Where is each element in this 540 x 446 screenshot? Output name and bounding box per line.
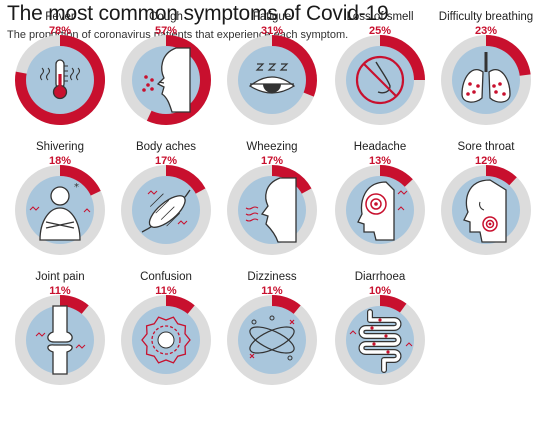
symptom-percentage: 11%	[49, 285, 71, 297]
symptom-percentage: 25%	[369, 25, 391, 37]
symptom-confusion: Confusion 11%	[121, 271, 211, 385]
symptom-headache: Headache 13%	[335, 141, 425, 255]
symptom-wheezing: Wheezing 17%	[227, 141, 317, 255]
symptom-label: Body aches	[136, 141, 196, 153]
symptom-body-aches: Body aches 17%	[121, 141, 211, 255]
symptom-difficulty-breathing: Difficulty breathing 23%	[439, 11, 533, 125]
symptom-label: Loss of smell	[346, 11, 413, 23]
symptom-percentage: 12%	[475, 155, 497, 167]
icon-disc	[346, 306, 414, 374]
symptom-label: Wheezing	[246, 141, 297, 153]
symptom-loss-of-smell: Loss of smell 25%	[335, 11, 425, 125]
symptom-dizziness: Dizziness 11%	[227, 271, 317, 385]
symptom-percentage: 23%	[475, 25, 497, 37]
thermometer-icon	[39, 59, 81, 100]
symptom-fatigue: Fatigue 31%	[227, 11, 318, 125]
symptom-diarrhoea: Diarrhoea 10%	[335, 271, 425, 385]
page-title: The most common symptoms of Covid-19	[7, 2, 389, 25]
symptom-percentage: 17%	[261, 155, 283, 167]
symptom-joint-pain: Joint pain 11%	[15, 271, 105, 385]
headache-icon	[357, 181, 408, 241]
sleepy-eye-icon	[248, 63, 296, 94]
cough-face-icon	[142, 47, 191, 113]
symptom-shivering: Shivering 18% *	[15, 141, 105, 255]
symptom-label: Difficulty breathing	[439, 11, 533, 23]
symptom-percentage: 57%	[155, 25, 177, 37]
symptom-label: Dizziness	[247, 271, 296, 283]
symptom-percentage: 11%	[155, 285, 177, 297]
symptom-label: Diarrhoea	[355, 271, 406, 283]
symptom-label: Sore throat	[458, 141, 516, 153]
intestine-icon	[349, 309, 413, 373]
symptom-label: Fever	[45, 11, 75, 23]
symptom-label: Fatigue	[253, 11, 291, 23]
lungs-icon	[461, 52, 511, 103]
symptom-percentage: 10%	[369, 285, 391, 297]
symptom-percentage: 31%	[261, 25, 283, 37]
confusion-brain-icon	[141, 316, 191, 364]
symptom-label: Shivering	[36, 141, 84, 153]
svg-text:*: *	[74, 182, 79, 193]
icon-disc	[238, 306, 306, 374]
symptom-percentage: 78%	[49, 25, 71, 37]
dizziness-icon	[249, 315, 295, 361]
symptom-label: Confusion	[140, 271, 192, 283]
symptom-label: Headache	[354, 141, 406, 153]
crossed-nose-icon	[355, 55, 405, 105]
symptom-percentage: 18%	[49, 155, 71, 167]
sore-throat-icon	[463, 179, 507, 243]
symptom-percentage: 17%	[155, 155, 177, 167]
symptom-fever: Fever 78%	[15, 11, 106, 126]
shivering-person-icon: *	[29, 182, 91, 241]
symptom-label: Joint pain	[35, 271, 84, 283]
symptom-label: Cough	[149, 11, 183, 23]
joint-icon	[35, 305, 86, 375]
symptom-percentage: 11%	[261, 285, 283, 297]
symptom-percentage: 13%	[369, 155, 391, 167]
symptom-sore-throat: Sore throat 12%	[441, 141, 531, 255]
wheezing-mouth-icon	[245, 177, 297, 243]
muscle-icon	[141, 189, 191, 233]
symptom-cough: Cough 57%	[121, 11, 211, 125]
